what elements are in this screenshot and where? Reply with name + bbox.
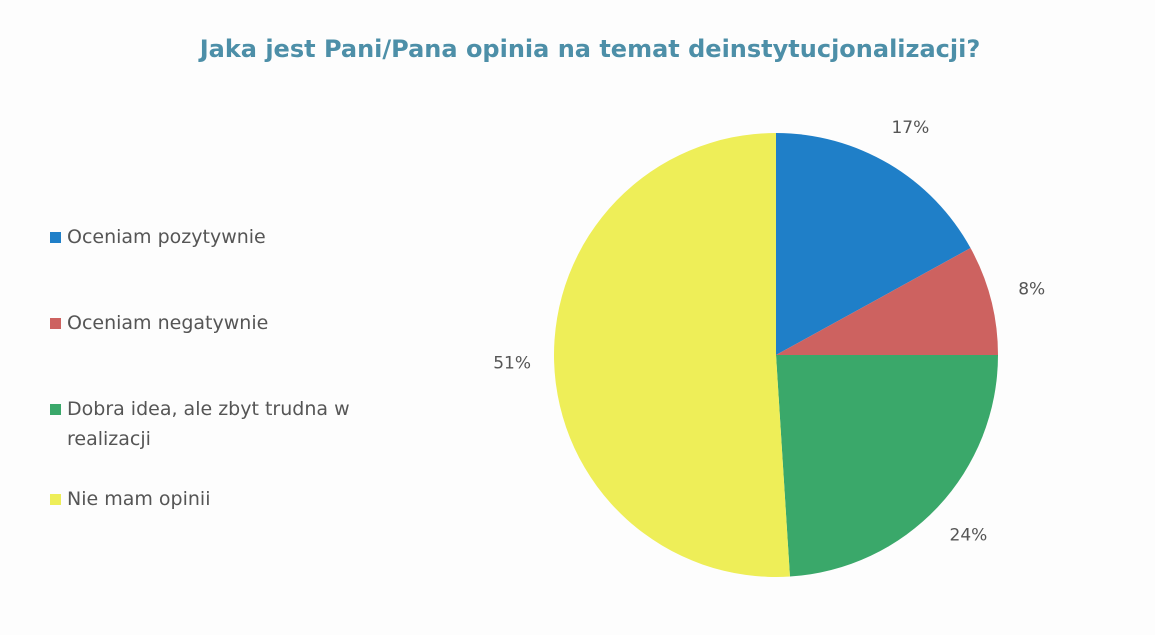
legend-swatch xyxy=(50,494,61,505)
pie-slice xyxy=(554,133,790,577)
legend-swatch xyxy=(50,318,61,329)
data-label: 24% xyxy=(950,526,988,546)
legend-label: Nie mam opinii xyxy=(67,488,211,510)
pie-slice xyxy=(776,355,998,577)
data-label: 17% xyxy=(891,118,929,138)
data-label: 51% xyxy=(493,353,531,373)
legend-label: Oceniam negatywnie xyxy=(67,312,269,334)
pie-slice xyxy=(776,248,998,355)
legend-label: Oceniam pozytywnie xyxy=(67,226,266,248)
legend-swatch xyxy=(50,404,61,415)
legend-item: Oceniam pozytywnie xyxy=(50,222,400,252)
legend-item: Oceniam negatywnie xyxy=(50,308,400,338)
pie-slice xyxy=(776,133,971,355)
legend-label: Dobra idea, ale zbyt trudna w realizacji xyxy=(67,398,350,450)
legend-item: Nie mam opinii xyxy=(50,484,400,514)
data-label: 8% xyxy=(1018,279,1045,299)
chart-title: Jaka jest Pani/Pana opinia na temat dein… xyxy=(198,35,981,63)
legend-item: Dobra idea, ale zbyt trudna w realizacji xyxy=(50,394,400,454)
legend-swatch xyxy=(50,232,61,243)
